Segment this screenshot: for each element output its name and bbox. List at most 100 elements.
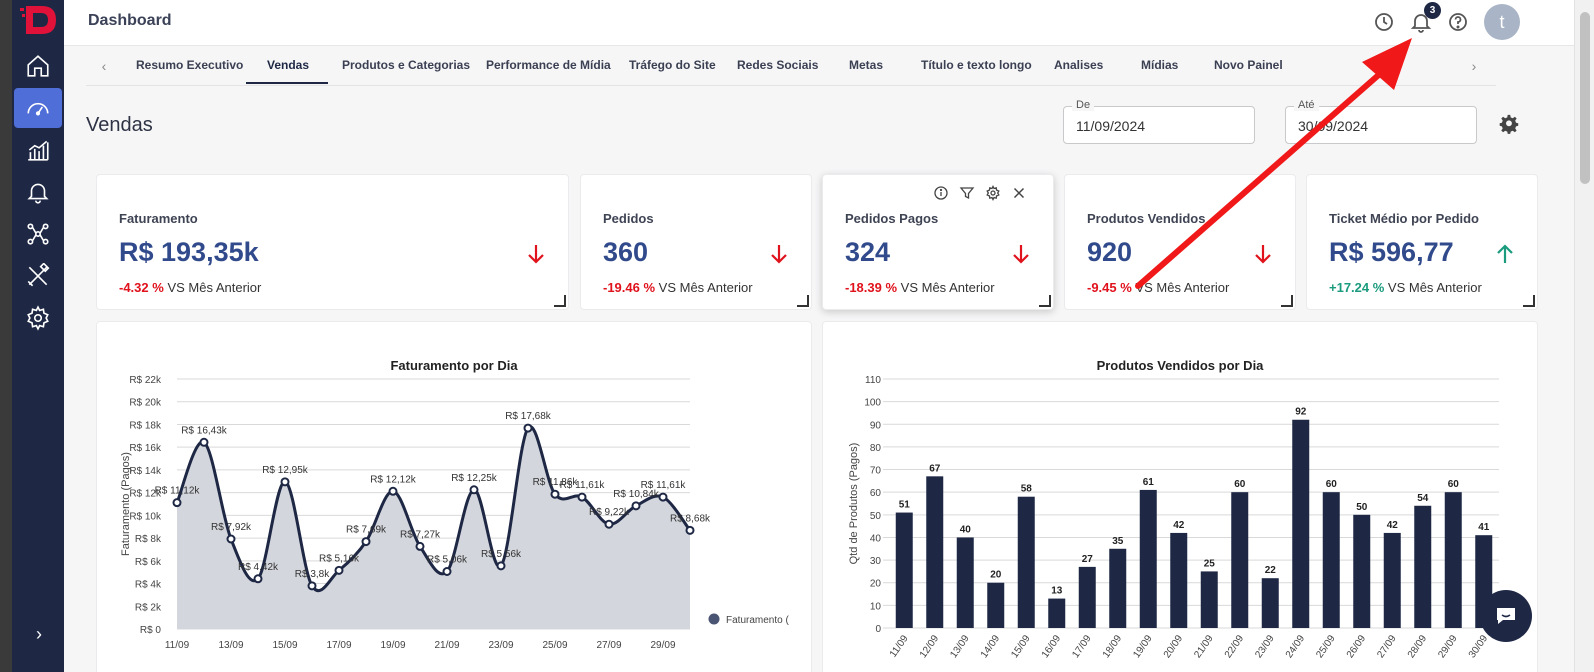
kpi-change-pct: +17.24 % <box>1329 280 1385 295</box>
tab-metas[interactable]: Metas <box>849 58 884 72</box>
x-tick-label: 27/09 <box>1375 633 1399 660</box>
bar-value-label: 35 <box>1112 536 1124 547</box>
kpi-change-pct: -9.45 % <box>1087 280 1132 295</box>
tab-produtos-categorias[interactable]: Produtos e Categorias <box>342 58 471 72</box>
x-tick-label: 21/09 <box>434 640 459 651</box>
close-icon[interactable] <box>1011 185 1027 201</box>
kpi-comparison: -18.39 % VS Mês Anterior <box>845 280 995 295</box>
page-title: Dashboard <box>88 12 172 29</box>
tab-resumo-executivo[interactable]: Resumo Executivo <box>136 58 244 72</box>
x-tick-label: 13/09 <box>948 633 972 660</box>
brand-logo[interactable] <box>20 2 60 38</box>
date-from-field[interactable]: De 11/09/2024 <box>1063 99 1255 144</box>
tab-vendas[interactable]: Vendas <box>267 58 310 72</box>
chat-support-button[interactable] <box>1480 590 1532 642</box>
tab-novo-painel[interactable]: Novo Painel <box>1214 58 1283 72</box>
data-point <box>199 437 209 447</box>
x-tick-label: 14/09 <box>979 633 1003 660</box>
history-clock-icon[interactable] <box>1372 10 1396 34</box>
x-tick-label: 23/09 <box>1253 633 1277 660</box>
data-point <box>226 534 236 544</box>
scrollbar-thumb[interactable] <box>1580 12 1590 184</box>
kpi-compare-label: VS Mês Anterior <box>1135 280 1230 295</box>
resize-handle[interactable] <box>1281 295 1293 307</box>
data-point <box>631 501 641 511</box>
page-scrollbar[interactable] <box>1574 0 1594 672</box>
data-label: R$ 12,12k <box>370 474 417 485</box>
kpi-card-pedidos-pagos[interactable]: Pedidos Pagos 324 -18.39 % VS Mês Anteri… <box>822 174 1054 310</box>
y-tick-label: R$ 6k <box>135 557 162 568</box>
nav-settings-gear-icon[interactable] <box>14 298 62 338</box>
data-point <box>334 565 344 575</box>
user-avatar[interactable]: t <box>1484 4 1520 40</box>
data-label: R$ 5,56k <box>481 549 522 560</box>
resize-handle[interactable] <box>1039 295 1051 307</box>
bar <box>1170 532 1188 628</box>
help-icon[interactable] <box>1446 10 1470 34</box>
card-settings-gear-icon[interactable] <box>985 185 1001 201</box>
nav-home-icon[interactable] <box>14 46 62 86</box>
x-tick-label: 24/09 <box>1284 633 1308 660</box>
date-to-field[interactable]: Até 30/09/2024 <box>1285 99 1477 144</box>
data-point <box>307 581 317 591</box>
kpi-card-ticket-medio[interactable]: Ticket Médio por Pedido R$ 596,77 +17.24… <box>1306 174 1538 310</box>
x-tick-label: 25/09 <box>1314 633 1338 660</box>
tabs-scroll-left-icon[interactable]: ‹ <box>101 58 107 74</box>
tab-midias[interactable]: Mídias <box>1141 58 1179 72</box>
filter-icon[interactable] <box>959 185 975 201</box>
bar <box>1200 571 1218 628</box>
bar <box>1139 489 1157 628</box>
resize-handle[interactable] <box>1523 295 1535 307</box>
bar-value-label: 50 <box>1356 502 1368 513</box>
data-label: R$ 11,61k <box>560 480 606 491</box>
x-tick-label: 22/09 <box>1223 633 1247 660</box>
y-tick-label: R$ 16k <box>129 443 162 454</box>
dashboard-settings-gear-icon[interactable] <box>1498 114 1520 136</box>
bar <box>1017 496 1035 628</box>
nav-tools-icon[interactable] <box>14 256 62 296</box>
bar <box>1231 492 1249 628</box>
kpi-card-produtos-vendidos[interactable]: Produtos Vendidos 920 -9.45 % VS Mês Ant… <box>1064 174 1296 310</box>
notifications-bell-icon[interactable] <box>1409 10 1433 34</box>
bar-value-label: 54 <box>1417 493 1429 504</box>
produtos-bar-chart: Produtos Vendidos por Dia 0 10 20 30 40 50 60 70… <box>848 358 1499 660</box>
chart-card-produtos: Produtos Vendidos por Dia 0 10 20 30 40 50 60 70… <box>822 321 1538 672</box>
bar-value-label: 41 <box>1478 522 1490 533</box>
tab-redes-sociais[interactable]: Redes Sociais <box>737 58 819 72</box>
resize-handle[interactable] <box>554 295 566 307</box>
nav-network-icon[interactable] <box>14 214 62 254</box>
y-axis-label: Qtd de Produtos (Pagos) <box>848 443 860 565</box>
data-label: R$ 12,95k <box>262 465 309 476</box>
y-tick-label: 60 <box>870 488 882 499</box>
kpi-card-pedidos[interactable]: Pedidos 360 -19.46 % VS Mês Anterior <box>580 174 812 310</box>
data-label: R$ 16,43k <box>181 425 228 436</box>
chat-bubble-icon <box>1497 608 1515 624</box>
x-tick-label: 11/09 <box>165 640 190 651</box>
x-tick-label: 30/09 <box>1467 633 1491 660</box>
bar <box>1414 505 1432 628</box>
data-point <box>415 541 425 551</box>
nav-alerts-bell-icon[interactable] <box>14 172 62 212</box>
tab-trafego-site[interactable]: Tráfego do Site <box>629 58 716 72</box>
info-icon[interactable] <box>933 185 949 201</box>
nav-dashboard-gauge-icon[interactable] <box>14 88 62 128</box>
data-label: R$ 5,16k <box>319 553 360 564</box>
bar-value-label: 40 <box>960 524 972 535</box>
kpi-title: Pedidos <box>603 211 654 226</box>
x-tick-label: 17/09 <box>1070 633 1094 660</box>
tab-analises[interactable]: Analises <box>1054 58 1104 72</box>
tab-performance-midia[interactable]: Performance de Mídia <box>486 58 611 72</box>
resize-handle[interactable] <box>797 295 809 307</box>
kpi-title: Pedidos Pagos <box>845 211 939 226</box>
bar-value-label: 60 <box>1326 479 1338 490</box>
active-tab-indicator <box>246 82 328 84</box>
sidebar-expand-chevron-icon[interactable]: › <box>36 624 42 644</box>
tab-titulo-texto-longo[interactable]: Título e texto longo <box>921 58 1032 72</box>
tabs-scroll-right-icon[interactable]: › <box>1471 58 1477 74</box>
kpi-comparison: -19.46 % VS Mês Anterior <box>603 280 753 295</box>
data-label: R$ 7,69k <box>346 525 387 536</box>
y-tick-label: R$ 14k <box>129 466 162 477</box>
kpi-card-faturamento[interactable]: Faturamento R$ 193,35k -4.32 % VS Mês An… <box>96 174 569 310</box>
bar <box>1261 578 1279 628</box>
nav-analytics-icon[interactable] <box>14 130 62 170</box>
